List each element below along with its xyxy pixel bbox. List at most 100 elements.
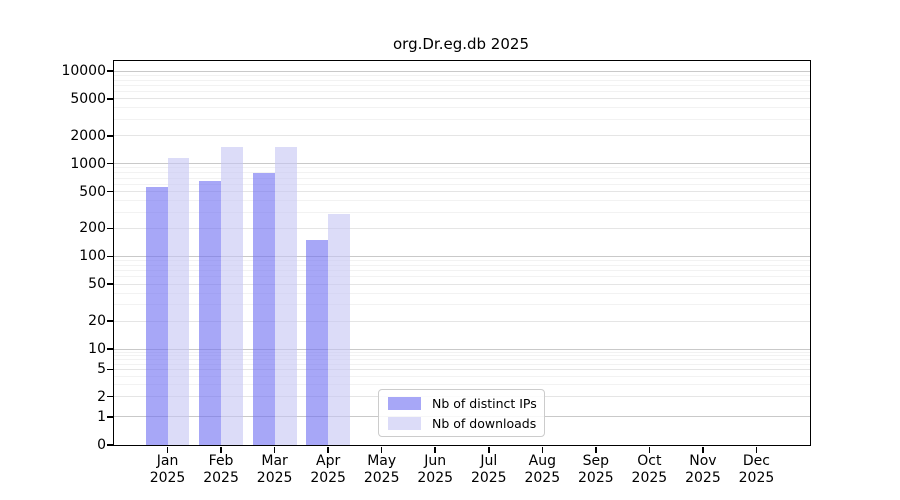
gridline-900	[114, 167, 810, 169]
x-tick-label-nov: Nov 2025	[673, 453, 733, 487]
x-tick-jan	[166, 447, 169, 453]
y-tick-2000	[107, 135, 113, 137]
year-label: 2025	[256, 470, 293, 486]
gridline-30	[114, 304, 810, 306]
month-label: Aug	[528, 453, 556, 469]
y-tick-label-1: 1	[97, 408, 106, 425]
gridline-600	[114, 183, 810, 185]
y-tick-5000	[107, 98, 113, 100]
bar-apr-downloads	[328, 213, 351, 445]
gridline-5	[114, 368, 810, 370]
legend-swatch-downloads	[388, 416, 421, 430]
x-tick-aug	[541, 447, 544, 453]
year-label: 2025	[524, 470, 561, 486]
month-label: Sep	[582, 453, 610, 469]
gridline-60	[114, 276, 810, 278]
month-label: Mar	[261, 453, 288, 469]
axis-decorations-layer: 0 1 2 5 10 20 50 100 200 500 1000 2000 5000 10000 Jan 2…	[61, 61, 810, 486]
bar-apr-distinct-ips	[306, 240, 329, 445]
y-tick-1000	[107, 162, 113, 165]
y-tick-2	[107, 395, 113, 398]
gridline-10	[114, 348, 810, 350]
x-tick-label-dec: Dec 2025	[726, 453, 786, 487]
y-tick-label-500: 500	[79, 183, 106, 200]
year-label: 2025	[149, 470, 186, 486]
bar-feb-downloads	[221, 147, 243, 445]
bar-jan-distinct-ips	[145, 187, 168, 445]
year-label: 2025	[203, 470, 239, 486]
bar-mar-distinct-ips	[252, 172, 275, 445]
x-tick-dec	[755, 447, 758, 453]
legend-item-downloads: Nb of downloads	[388, 415, 544, 431]
legend-item-distinct-ips: Nb of distinct IPs	[388, 395, 544, 411]
gridline-3	[114, 384, 810, 386]
gridline-50	[114, 283, 810, 285]
x-tick-label-mar: Mar 2025	[245, 453, 305, 487]
y-tick-500	[107, 190, 113, 193]
y-tick-20	[107, 320, 113, 322]
x-tick-nov	[702, 447, 704, 453]
y-tick-100	[107, 255, 113, 258]
gridline-200	[114, 227, 810, 229]
x-tick-may	[380, 447, 383, 453]
x-tick-label-may: May 2025	[352, 453, 412, 487]
x-tick-label-feb: Feb 2025	[191, 453, 251, 487]
y-tick-10000	[107, 70, 113, 72]
gridline-90	[114, 260, 810, 262]
y-tick-label-200: 200	[79, 220, 106, 237]
year-label: 2025	[310, 470, 346, 486]
y-tick-200	[107, 227, 113, 230]
chart-title: org.Dr.eg.db 2025	[393, 35, 529, 53]
y-tick-label-10000: 10000	[61, 63, 106, 80]
x-tick-oct	[648, 447, 651, 453]
legend-label: Nb of distinct IPs	[432, 395, 537, 411]
x-tick-apr	[327, 447, 329, 453]
month-label: Apr	[316, 453, 341, 469]
y-tick-0	[107, 444, 113, 446]
x-tick-label-jul: Jul 2025	[459, 453, 519, 487]
y-tick-50	[107, 283, 113, 285]
gridline-40	[114, 292, 810, 294]
gridline-800	[114, 172, 810, 174]
bar-jan-downloads	[167, 157, 190, 445]
gridline-2000	[114, 135, 810, 137]
month-label: Feb	[208, 453, 234, 469]
year-label: 2025	[685, 470, 721, 486]
y-tick-label-0: 0	[97, 437, 106, 453]
bar-mar-downloads	[274, 147, 297, 445]
gridline-4	[114, 375, 810, 377]
y-tick-label-5000: 5000	[70, 90, 106, 107]
y-tick-label-2: 2	[97, 388, 106, 405]
y-tick-5	[107, 368, 113, 371]
gridline-5000	[114, 98, 810, 100]
y-tick-10	[107, 348, 113, 350]
year-label: 2025	[417, 470, 454, 486]
month-label: Jul	[480, 453, 498, 469]
gridline-9	[114, 351, 810, 353]
x-tick-label-oct: Oct 2025	[619, 453, 679, 487]
month-label: Jan	[156, 453, 179, 469]
legend-label: Nb of downloads	[432, 415, 537, 431]
x-tick-jul	[488, 447, 490, 453]
month-label: Dec	[742, 453, 770, 469]
gridline-300	[114, 211, 810, 213]
x-tick-label-sep: Sep 2025	[566, 453, 626, 487]
gridline-4000	[114, 107, 810, 109]
gridline-6	[114, 363, 810, 365]
y-tick-label-100: 100	[79, 248, 106, 265]
y-tick-label-1000: 1000	[70, 155, 106, 172]
gridline-1000	[114, 163, 810, 165]
y-tick-label-50: 50	[88, 276, 106, 293]
month-label: Nov	[689, 453, 717, 469]
year-label: 2025	[470, 470, 507, 486]
year-label: 2025	[363, 470, 400, 486]
gridline-70	[114, 270, 810, 272]
legend-swatch-distinct-ips	[388, 396, 421, 410]
x-tick-mar	[273, 447, 276, 453]
x-tick-label-aug: Aug 2025	[512, 453, 572, 487]
gridline-7000	[114, 84, 810, 86]
x-tick-jun	[434, 447, 436, 453]
gridline-100	[114, 255, 810, 257]
x-tick-label-jun: Jun 2025	[405, 453, 465, 487]
